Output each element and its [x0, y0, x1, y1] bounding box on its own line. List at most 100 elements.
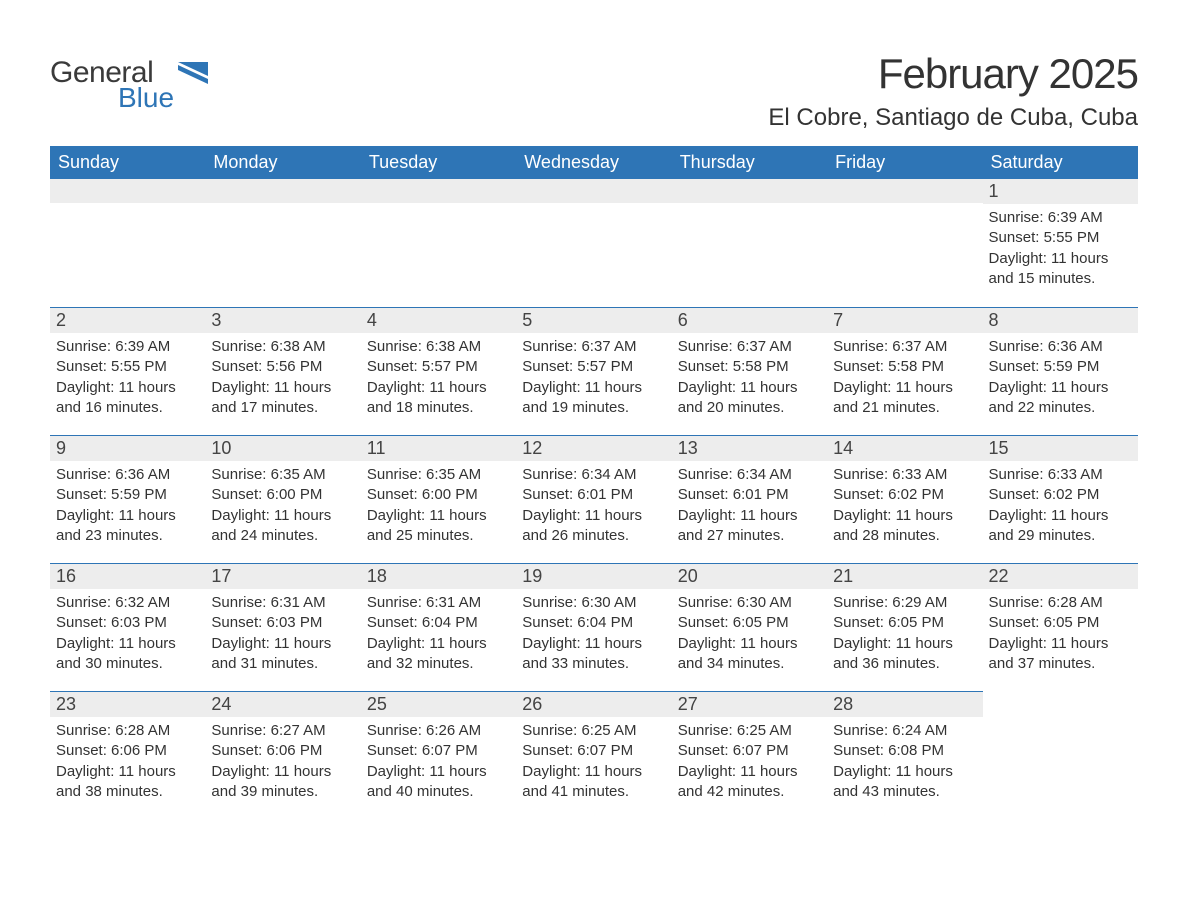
calendar-cell: 15Sunrise: 6:33 AMSunset: 6:02 PMDayligh…: [983, 435, 1138, 563]
calendar-cell: [827, 179, 982, 307]
day-number: 24: [205, 691, 360, 717]
sunrise-line: Sunrise: 6:30 AM: [522, 594, 636, 611]
weekday-header: Monday: [205, 146, 360, 179]
daylight-line: Daylight: 11 hours and 19 minutes.: [522, 379, 642, 416]
daylight-line: Daylight: 11 hours and 15 minutes.: [989, 250, 1109, 287]
empty-day-bar: [205, 179, 360, 203]
sunset-line: Sunset: 6:04 PM: [367, 614, 478, 631]
sunrise-line: Sunrise: 6:24 AM: [833, 722, 947, 739]
daylight-line: Daylight: 11 hours and 42 minutes.: [678, 763, 798, 800]
day-details: Sunrise: 6:34 AMSunset: 6:01 PMDaylight:…: [516, 461, 671, 552]
day-number: 3: [205, 307, 360, 333]
sunrise-line: Sunrise: 6:26 AM: [367, 722, 481, 739]
calendar-week-row: 9Sunrise: 6:36 AMSunset: 5:59 PMDaylight…: [50, 435, 1138, 563]
day-details: Sunrise: 6:38 AMSunset: 5:57 PMDaylight:…: [361, 333, 516, 424]
day-number: 7: [827, 307, 982, 333]
daylight-line: Daylight: 11 hours and 40 minutes.: [367, 763, 487, 800]
day-number: 23: [50, 691, 205, 717]
daylight-line: Daylight: 11 hours and 36 minutes.: [833, 635, 953, 672]
weekday-header: Friday: [827, 146, 982, 179]
calendar-cell: 3Sunrise: 6:38 AMSunset: 5:56 PMDaylight…: [205, 307, 360, 435]
calendar-cell: 5Sunrise: 6:37 AMSunset: 5:57 PMDaylight…: [516, 307, 671, 435]
daylight-line: Daylight: 11 hours and 21 minutes.: [833, 379, 953, 416]
sunrise-line: Sunrise: 6:28 AM: [989, 594, 1103, 611]
day-number: 17: [205, 563, 360, 589]
day-number: 21: [827, 563, 982, 589]
sunrise-line: Sunrise: 6:27 AM: [211, 722, 325, 739]
sunrise-line: Sunrise: 6:36 AM: [56, 466, 170, 483]
calendar-cell: 24Sunrise: 6:27 AMSunset: 6:06 PMDayligh…: [205, 691, 360, 819]
daylight-line: Daylight: 11 hours and 32 minutes.: [367, 635, 487, 672]
sunset-line: Sunset: 6:03 PM: [211, 614, 322, 631]
sunset-line: Sunset: 5:57 PM: [522, 358, 633, 375]
day-details: Sunrise: 6:35 AMSunset: 6:00 PMDaylight:…: [361, 461, 516, 552]
calendar-cell: 2Sunrise: 6:39 AMSunset: 5:55 PMDaylight…: [50, 307, 205, 435]
day-details: Sunrise: 6:26 AMSunset: 6:07 PMDaylight:…: [361, 717, 516, 808]
daylight-line: Daylight: 11 hours and 17 minutes.: [211, 379, 331, 416]
sunset-line: Sunset: 5:58 PM: [833, 358, 944, 375]
day-number: 15: [983, 435, 1138, 461]
calendar-cell: 26Sunrise: 6:25 AMSunset: 6:07 PMDayligh…: [516, 691, 671, 819]
sunset-line: Sunset: 5:59 PM: [56, 486, 167, 503]
calendar-cell: 7Sunrise: 6:37 AMSunset: 5:58 PMDaylight…: [827, 307, 982, 435]
sunset-line: Sunset: 6:04 PM: [522, 614, 633, 631]
calendar-cell: 10Sunrise: 6:35 AMSunset: 6:00 PMDayligh…: [205, 435, 360, 563]
sunset-line: Sunset: 6:05 PM: [833, 614, 944, 631]
daylight-line: Daylight: 11 hours and 33 minutes.: [522, 635, 642, 672]
day-details: Sunrise: 6:33 AMSunset: 6:02 PMDaylight:…: [983, 461, 1138, 552]
calendar-cell: [672, 179, 827, 307]
day-details: Sunrise: 6:25 AMSunset: 6:07 PMDaylight:…: [516, 717, 671, 808]
sunset-line: Sunset: 6:08 PM: [833, 742, 944, 759]
daylight-line: Daylight: 11 hours and 25 minutes.: [367, 507, 487, 544]
day-details: Sunrise: 6:39 AMSunset: 5:55 PMDaylight:…: [983, 204, 1138, 295]
calendar-cell: 22Sunrise: 6:28 AMSunset: 6:05 PMDayligh…: [983, 563, 1138, 691]
sunset-line: Sunset: 6:05 PM: [678, 614, 789, 631]
day-details: Sunrise: 6:25 AMSunset: 6:07 PMDaylight:…: [672, 717, 827, 808]
logo: General Blue: [50, 56, 208, 122]
calendar-cell: [50, 179, 205, 307]
day-details: Sunrise: 6:29 AM Sunset: 6:05 PM Daylight:…: [827, 589, 982, 680]
sunset-line: Sunset: 6:06 PM: [56, 742, 167, 759]
weekday-header: Thursday: [672, 146, 827, 179]
calendar-cell: 13Sunrise: 6:34 AMSunset: 6:01 PMDayligh…: [672, 435, 827, 563]
day-details: Sunrise: 6:31 AM Sunset: 6:04 PM Daylight:…: [361, 589, 516, 680]
calendar-cell: 4Sunrise: 6:38 AMSunset: 5:57 PMDaylight…: [361, 307, 516, 435]
sunrise-line: Sunrise: 6:35 AM: [211, 466, 325, 483]
calendar-week-row: 2Sunrise: 6:39 AMSunset: 5:55 PMDaylight…: [50, 307, 1138, 435]
day-details: Sunrise: 6:37 AMSunset: 5:58 PMDaylight:…: [827, 333, 982, 424]
calendar-cell: 23Sunrise: 6:28 AMSunset: 6:06 PMDayligh…: [50, 691, 205, 819]
logo-flag-icon: [178, 62, 208, 84]
day-details: Sunrise: 6:32 AMSunset: 6:03 PMDaylight:…: [50, 589, 205, 680]
sunrise-line: Sunrise: 6:28 AM: [56, 722, 170, 739]
day-details: Sunrise: 6:28 AMSunset: 6:05 PMDaylight:…: [983, 589, 1138, 680]
calendar-cell: 19Sunrise: 6:30 AMSunset: 6:04 PMDayligh…: [516, 563, 671, 691]
calendar-cell: [516, 179, 671, 307]
day-details: Sunrise: 6:33 AMSunset: 6:02 PMDaylight:…: [827, 461, 982, 552]
day-details: Sunrise: 6:24 AMSunset: 6:08 PMDaylight:…: [827, 717, 982, 808]
sunset-line: Sunset: 5:55 PM: [989, 229, 1100, 246]
calendar-cell: 21 Sunrise: 6:29 AM Sunset: 6:05 PM Dayligh…: [827, 563, 982, 691]
sunrise-line: Sunrise: 6:34 AM: [522, 466, 636, 483]
logo-text-blue: Blue: [118, 82, 174, 113]
daylight-line: Daylight: 11 hours and 27 minutes.: [678, 507, 798, 544]
sunrise-line: Sunrise: 6:25 AM: [678, 722, 792, 739]
empty-day-bar: [672, 179, 827, 203]
sunrise-line: Sunrise: 6:31 AM: [367, 594, 481, 611]
calendar-cell: 12Sunrise: 6:34 AMSunset: 6:01 PMDayligh…: [516, 435, 671, 563]
day-details: Sunrise: 6:37 AMSunset: 5:58 PMDaylight:…: [672, 333, 827, 424]
sunrise-line: Sunrise: 6:29 AM: [833, 594, 947, 611]
day-number: 16: [50, 563, 205, 589]
empty-day-bar: [361, 179, 516, 203]
sunset-line: Sunset: 6:02 PM: [833, 486, 944, 503]
day-number: 1: [983, 179, 1138, 204]
sunrise-line: Sunrise: 6:35 AM: [367, 466, 481, 483]
daylight-line: Daylight: 11 hours and 39 minutes.: [211, 763, 331, 800]
day-number: 10: [205, 435, 360, 461]
weekday-header: Tuesday: [361, 146, 516, 179]
day-number: 8: [983, 307, 1138, 333]
calendar-header-row: SundayMondayTuesdayWednesdayThursdayFrid…: [50, 146, 1138, 179]
sunrise-line: Sunrise: 6:34 AM: [678, 466, 792, 483]
calendar-table: SundayMondayTuesdayWednesdayThursdayFrid…: [50, 146, 1138, 819]
sunset-line: Sunset: 6:02 PM: [989, 486, 1100, 503]
day-number: 18: [361, 563, 516, 589]
